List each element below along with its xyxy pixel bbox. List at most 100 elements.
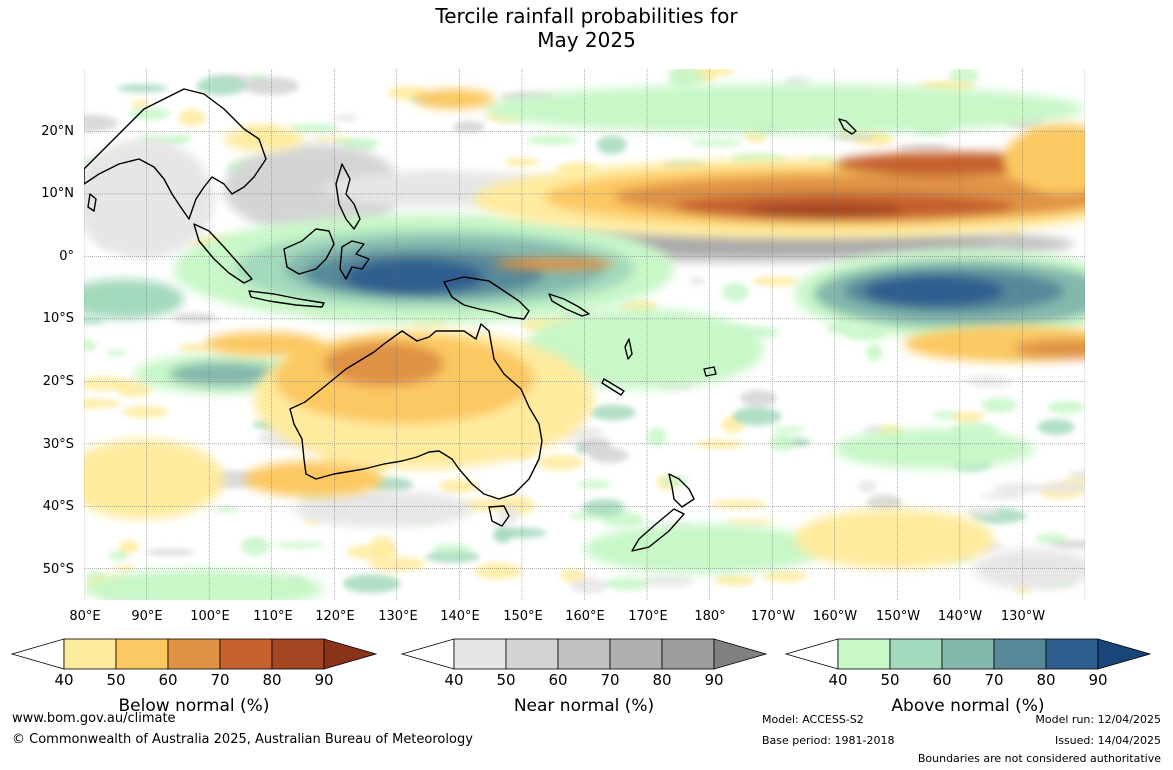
above-normal-swatches bbox=[784, 638, 1152, 670]
speckle-blob bbox=[688, 277, 706, 285]
speckle-blob bbox=[981, 397, 1017, 413]
speckle-blob bbox=[105, 349, 128, 356]
lon-label-140e: 140°E bbox=[440, 609, 480, 624]
lon-label-150e: 150°E bbox=[503, 609, 543, 624]
speckle-blob bbox=[537, 454, 584, 471]
speckle-blob bbox=[275, 541, 326, 549]
australia-outline bbox=[289, 323, 543, 500]
hawaii-outline bbox=[838, 118, 857, 135]
lon-label-140w: 140°W bbox=[937, 609, 983, 624]
above-normal-swatch bbox=[941, 638, 995, 670]
speckle-blob bbox=[696, 69, 735, 76]
below-normal-low-extension bbox=[10, 638, 65, 670]
vanuatu-outline bbox=[624, 338, 633, 360]
speckle-blob bbox=[108, 550, 128, 561]
speckle-blob bbox=[991, 483, 1049, 494]
new-guinea-outline bbox=[443, 276, 530, 320]
speckle-blob bbox=[432, 544, 472, 554]
speckle-blob bbox=[964, 507, 1000, 517]
speckle-blob bbox=[130, 100, 151, 108]
above-tick-40: 40 bbox=[828, 671, 848, 689]
below-normal-regions bbox=[84, 89, 1085, 569]
title-line-1: Tercile rainfall probabilities for bbox=[435, 4, 738, 28]
lon-label-160w: 160°W bbox=[812, 609, 858, 624]
speckle-blob bbox=[1041, 481, 1085, 494]
fiji-outline bbox=[703, 366, 717, 377]
above-normal-swatch bbox=[993, 638, 1047, 670]
speckle-blob bbox=[752, 276, 799, 286]
near-normal-label: Near normal (%) bbox=[513, 696, 655, 716]
lon-label-110e: 110°E bbox=[253, 609, 293, 624]
lat-label-20s: 20°S bbox=[42, 374, 74, 389]
above-normal-swatch bbox=[837, 638, 891, 670]
speckle-blob bbox=[1047, 400, 1085, 414]
lon-label-180: 180° bbox=[694, 609, 726, 624]
lon-label-80e: 80°E bbox=[69, 609, 101, 624]
speckle-blob bbox=[772, 426, 807, 433]
speckle-blob bbox=[829, 133, 876, 140]
map-gridlines bbox=[84, 69, 1085, 600]
above-normal-swatch bbox=[1045, 638, 1099, 670]
speckle-blob bbox=[725, 519, 774, 526]
speckle-blob bbox=[115, 379, 153, 398]
speckle-blob bbox=[122, 405, 168, 418]
speckle-blob bbox=[710, 500, 768, 509]
speckle-blob bbox=[173, 313, 216, 321]
coastlines bbox=[84, 88, 857, 552]
speckle-blob bbox=[425, 550, 480, 563]
lon-label-130w: 130°W bbox=[1000, 609, 1046, 624]
speckle-blob bbox=[578, 480, 611, 489]
speckle-blob bbox=[452, 120, 486, 134]
below-tick-90: 90 bbox=[314, 671, 334, 689]
speckle-blob bbox=[84, 339, 97, 352]
above-normal-swatch bbox=[889, 638, 943, 670]
above-tick-80: 80 bbox=[1036, 671, 1056, 689]
above-tick-90: 90 bbox=[1088, 671, 1108, 689]
speckle-blob bbox=[570, 577, 608, 594]
speckle-blob bbox=[980, 493, 1025, 500]
below-normal-swatch bbox=[63, 638, 117, 670]
java-outline bbox=[248, 290, 325, 308]
near-normal-swatch bbox=[453, 638, 507, 670]
above-normal-high-extension bbox=[1097, 638, 1152, 670]
below-tick-70: 70 bbox=[210, 671, 230, 689]
below-tick-50: 50 bbox=[106, 671, 126, 689]
se-asia-outline bbox=[84, 88, 267, 220]
map-title: Tercile rainfall probabilities for May 2… bbox=[0, 4, 1173, 52]
near-normal-swatch bbox=[557, 638, 611, 670]
lat-label-0: 0° bbox=[59, 249, 74, 264]
near-tick-40: 40 bbox=[444, 671, 464, 689]
near-normal-low-extension bbox=[400, 638, 455, 670]
speckle-blob bbox=[119, 540, 139, 554]
sulawesi-outline bbox=[339, 240, 370, 280]
sri-lanka-outline bbox=[87, 193, 97, 212]
south-island-outline bbox=[631, 508, 685, 552]
speckle-blob bbox=[763, 570, 807, 582]
speckle-blob bbox=[582, 498, 626, 516]
borneo-outline bbox=[283, 228, 335, 275]
speckle-blob bbox=[177, 343, 211, 352]
speckle-blob bbox=[84, 114, 118, 132]
model-text: Model: ACCESS-S2 bbox=[762, 713, 864, 726]
lon-label-170w: 170°W bbox=[750, 609, 796, 624]
above-normal-regions bbox=[84, 84, 1085, 600]
speckle-blob bbox=[84, 398, 121, 409]
lon-label-160e: 160°E bbox=[565, 609, 605, 624]
speckle-blob bbox=[866, 343, 883, 362]
below-normal-swatch bbox=[167, 638, 221, 670]
lat-label-10n: 10°N bbox=[41, 186, 74, 201]
near-tick-70: 70 bbox=[600, 671, 620, 689]
issued-text: Issued: 14/04/2025 bbox=[1054, 734, 1161, 747]
speckle-blob bbox=[288, 123, 340, 134]
base-period-text: Base period: 1981-2018 bbox=[762, 734, 895, 747]
below-normal-swatch bbox=[271, 638, 325, 670]
map-svg bbox=[84, 69, 1085, 600]
copyright-text: © Commonwealth of Australia 2025, Austra… bbox=[12, 732, 473, 747]
probability-map bbox=[84, 69, 1085, 600]
speckle-blob bbox=[769, 433, 795, 452]
speckle-blob bbox=[866, 494, 903, 512]
speckle-blob bbox=[438, 479, 480, 494]
lon-label-90e: 90°E bbox=[131, 609, 163, 624]
near-normal-swatches bbox=[400, 638, 768, 670]
speckle-blob bbox=[560, 569, 585, 583]
